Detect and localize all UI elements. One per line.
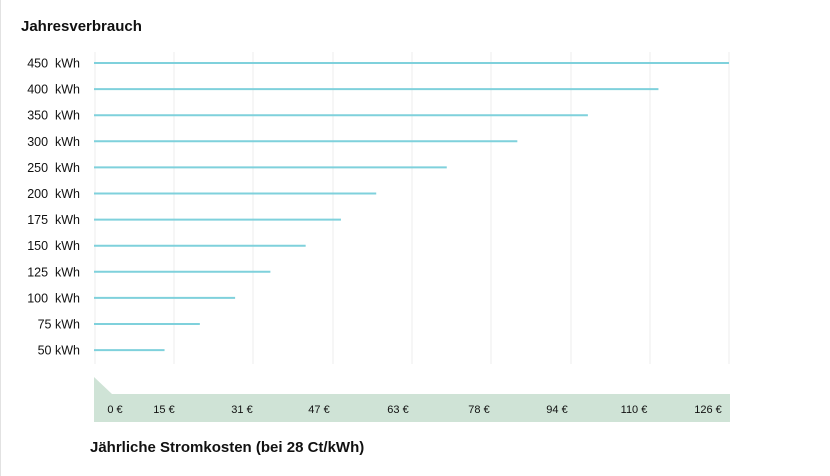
y-tick-label: 175 kWh xyxy=(27,213,80,227)
x-tick-label: 0 € xyxy=(107,404,122,416)
y-tick-label: 75 kWh xyxy=(38,318,80,332)
y-tick-label: 300 kWh xyxy=(27,135,80,149)
y-tick-label: 200 kWh xyxy=(27,187,80,201)
x-axis-labels: 0 € 15 € 31 € 47 € 63 € 78 € 94 € 110 € 126 € xyxy=(107,404,721,416)
y-tick-label: 250 kWh xyxy=(27,161,80,175)
y-tick-label: 50 kWh xyxy=(38,344,80,358)
x-tick-label: 47 € xyxy=(308,404,329,416)
grid-lines xyxy=(94,52,730,364)
x-tick-label: 15 € xyxy=(153,404,174,416)
y-axis-labels: 450 kWh 400 kWh 350 kWh 300 kWh 250 kWh 200 k… xyxy=(27,57,80,358)
y-tick-label: 350 kWh xyxy=(27,109,80,123)
x-tick-label: 31 € xyxy=(231,404,252,416)
x-tick-label: 110 € xyxy=(621,404,648,416)
y-tick-label: 450 kWh xyxy=(27,57,80,71)
x-axis-band-shape xyxy=(94,377,730,422)
bars xyxy=(94,62,729,352)
x-tick-label: 63 € xyxy=(387,404,408,416)
x-tick-label: 78 € xyxy=(468,404,489,416)
y-tick-label: 150 kWh xyxy=(27,239,80,253)
x-axis-title: Jährliche Stromkosten (bei 28 Ct/kWh) xyxy=(90,439,365,456)
x-tick-label: 94 € xyxy=(546,404,567,416)
y-tick-label: 125 kWh xyxy=(27,265,80,279)
y-tick-label: 400 kWh xyxy=(27,83,80,97)
x-axis-band xyxy=(94,377,730,422)
left-border xyxy=(0,0,1,476)
chart-title: Jahresverbrauch xyxy=(21,18,142,35)
x-tick-label: 126 € xyxy=(694,404,722,416)
y-tick-label: 100 kWh xyxy=(27,291,80,305)
